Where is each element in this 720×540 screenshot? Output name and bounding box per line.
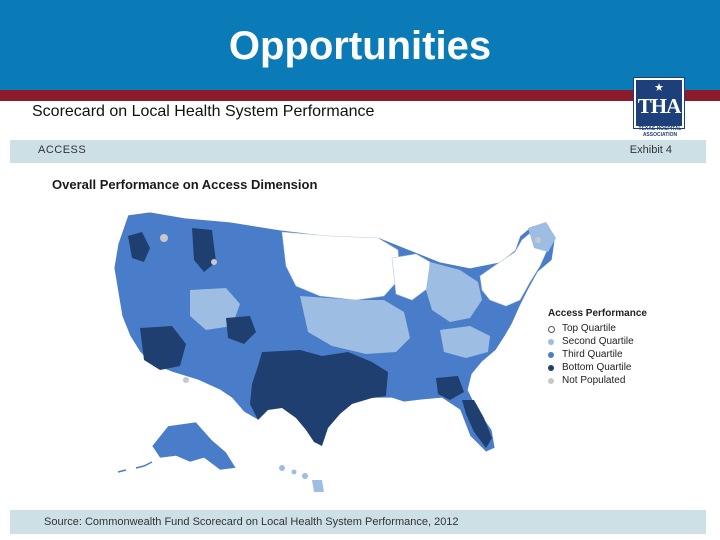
legend-swatch bbox=[548, 365, 554, 371]
map-top-quartile-plains bbox=[281, 231, 401, 301]
map-bottom-quartile-georgia bbox=[436, 376, 464, 400]
title-bar: Opportunities bbox=[0, 0, 720, 90]
map-bottom-quartile-southwest bbox=[140, 326, 186, 370]
map-legend: Access Performance Top Quartile Second Q… bbox=[540, 305, 672, 393]
map-heading: Overall Performance on Access Dimension bbox=[52, 177, 318, 192]
accent-rule bbox=[0, 90, 720, 101]
legend-swatch bbox=[548, 339, 554, 345]
map-not-populated-spot bbox=[211, 259, 217, 265]
map-alaska bbox=[151, 421, 237, 471]
tha-logo: ★ THA TEXAS HOSPITAL ASSOCIATION bbox=[622, 77, 698, 138]
slide-title: Opportunities bbox=[228, 24, 492, 68]
map-top-quartile-northeast bbox=[479, 229, 549, 307]
legend-title: Access Performance bbox=[548, 308, 647, 319]
map-not-populated-spot bbox=[183, 377, 189, 383]
map-bottom-quartile-texas bbox=[250, 350, 388, 446]
exhibit-header-strip: ACCESS Exhibit 4 bbox=[10, 140, 706, 163]
legend-swatch bbox=[548, 352, 554, 358]
legend-label: Bottom Quartile bbox=[562, 362, 632, 373]
legend-label: Top Quartile bbox=[562, 323, 616, 334]
map-second-quartile-greatlakes bbox=[426, 262, 482, 322]
map-not-populated-spot bbox=[160, 234, 168, 242]
map-bottom-quartile-northwest bbox=[128, 232, 150, 262]
legend-label: Not Populated bbox=[562, 375, 626, 386]
map-not-populated-spot bbox=[535, 237, 541, 243]
map-bottom-quartile-colorado bbox=[226, 316, 256, 344]
legend-swatch bbox=[548, 378, 554, 384]
legend-swatch bbox=[548, 326, 555, 333]
map-second-quartile-midwest bbox=[300, 296, 410, 354]
exhibit-number: Exhibit 4 bbox=[629, 144, 672, 156]
exhibit-footer-strip: Source: Commonwealth Fund Scorecard on L… bbox=[10, 510, 706, 534]
map-second-quartile-appalachia bbox=[440, 326, 490, 358]
logo-caption: TEXAS HOSPITAL ASSOCIATION bbox=[638, 126, 682, 138]
exhibit-section: ACCESS bbox=[38, 144, 87, 156]
map-second-quartile-newengland bbox=[528, 222, 556, 252]
map-hawaii bbox=[279, 465, 324, 492]
source-note: Source: Commonwealth Fund Scorecard on L… bbox=[44, 516, 459, 528]
legend-label: Third Quartile bbox=[562, 349, 623, 360]
slide-subtitle: Scorecard on Local Health System Perform… bbox=[32, 103, 375, 120]
map-alaska-islands bbox=[117, 461, 153, 473]
legend-label: Second Quartile bbox=[562, 336, 634, 347]
logo-letters: THA bbox=[637, 94, 682, 118]
map-bottom-quartile-idaho bbox=[192, 228, 216, 272]
star-icon: ★ bbox=[654, 82, 664, 94]
map-bottom-quartile-florida bbox=[462, 400, 492, 448]
logo-badge: ★ THA bbox=[633, 77, 685, 129]
